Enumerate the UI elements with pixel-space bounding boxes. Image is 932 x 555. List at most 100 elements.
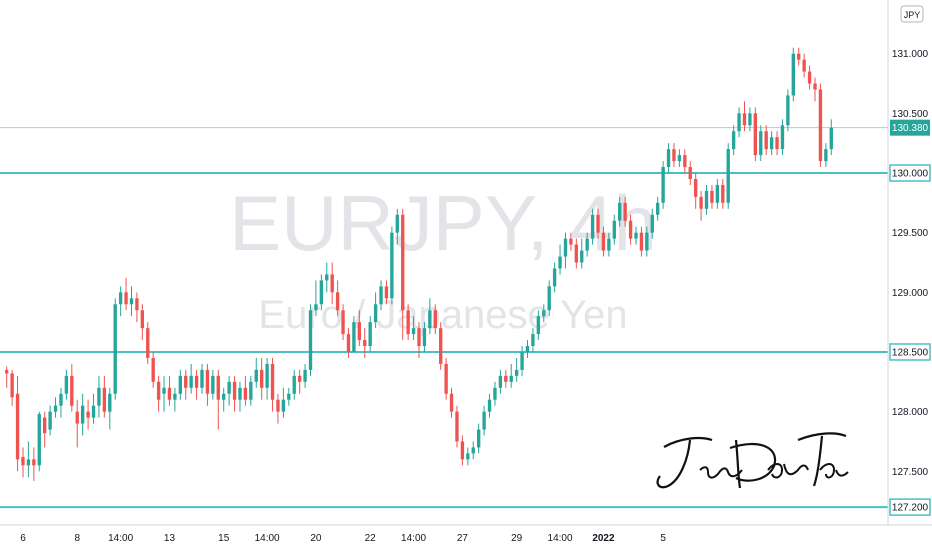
time-tick-label: 5 — [660, 533, 666, 544]
candle-body — [748, 113, 752, 126]
candle — [102, 375, 107, 418]
candle — [178, 369, 182, 400]
candle — [26, 441, 31, 478]
candle-body — [243, 387, 248, 400]
candle — [498, 369, 503, 394]
candle-body — [43, 417, 47, 434]
candle-body — [314, 304, 318, 311]
candle-body — [802, 59, 806, 72]
candle — [368, 316, 372, 352]
candle-body — [37, 414, 41, 466]
candle — [108, 387, 112, 430]
candle-body — [628, 220, 633, 239]
candles — [5, 47, 833, 481]
candle-body — [672, 149, 676, 162]
candle — [363, 328, 367, 358]
candle-body — [829, 127, 833, 150]
candle-body — [645, 232, 649, 251]
candle-body — [303, 369, 307, 382]
candle-body — [341, 310, 345, 335]
candle-body — [493, 387, 497, 400]
signature-image — [656, 432, 849, 489]
candle — [525, 340, 530, 358]
candle — [601, 226, 606, 257]
time-tick-label: 2022 — [592, 533, 615, 544]
candle-body — [384, 286, 389, 299]
candle-body — [32, 459, 36, 466]
candle-body — [693, 178, 698, 197]
candle-body — [59, 393, 63, 406]
candle — [623, 196, 627, 227]
candle — [308, 304, 313, 376]
candle — [677, 149, 682, 168]
candle-body — [346, 334, 351, 352]
candle — [292, 369, 296, 400]
candle — [395, 208, 399, 245]
candle — [373, 292, 378, 329]
candle — [786, 89, 790, 132]
candle-body — [813, 83, 817, 90]
currency-badge[interactable]: JPY — [900, 5, 924, 23]
candle — [270, 357, 275, 412]
candle — [596, 208, 600, 239]
candle — [146, 322, 150, 364]
candle — [433, 304, 437, 335]
candle-body — [780, 125, 785, 150]
candle-body — [211, 375, 215, 394]
price-axis[interactable]: 127.500 128.000 128.500 129.000 129.500 130.0… — [892, 49, 929, 478]
candle-body — [102, 387, 107, 412]
candle-body — [433, 310, 437, 329]
candle — [769, 131, 774, 156]
candle-body — [542, 310, 546, 317]
candle — [590, 208, 595, 245]
candle-body — [449, 393, 454, 412]
candle — [639, 226, 644, 257]
candle — [563, 232, 568, 269]
candle-body — [466, 453, 470, 460]
candle — [618, 196, 622, 227]
candle-body — [162, 387, 166, 394]
candle-body — [146, 328, 150, 358]
candle — [444, 357, 448, 400]
candle — [167, 375, 172, 406]
candle-body — [726, 149, 730, 203]
candle-body — [5, 369, 9, 374]
time-axis[interactable]: 6 8 14:00 13 15 14:00 20 22 14:00 27 29 14:00 2022 5 — [20, 533, 666, 544]
candle-body — [590, 214, 595, 239]
candle — [200, 363, 204, 394]
candle-body — [390, 232, 394, 299]
candle — [645, 226, 649, 257]
time-tick-label: 14:00 — [255, 533, 280, 544]
candle — [547, 280, 551, 317]
candle-body — [254, 369, 258, 382]
candle-body — [113, 304, 117, 394]
candle-body — [297, 375, 302, 382]
candle — [628, 214, 633, 245]
candle-body — [487, 399, 492, 412]
candle — [314, 280, 318, 317]
candle-body — [276, 399, 280, 412]
candle — [482, 405, 486, 436]
candle — [59, 387, 63, 418]
candle — [509, 363, 513, 388]
candle-body — [265, 363, 269, 388]
candle — [151, 351, 155, 388]
candle-body — [48, 411, 52, 430]
candle-body — [216, 375, 220, 400]
candle-body — [238, 387, 242, 400]
candle-body — [428, 310, 432, 329]
candle-body — [118, 292, 123, 305]
candle — [520, 346, 524, 376]
candle-body — [259, 369, 264, 388]
candle — [184, 369, 188, 400]
candle — [797, 47, 801, 66]
candle — [15, 375, 20, 472]
time-tick-label: 14:00 — [548, 533, 573, 544]
watermark-symbol: EURJPY, 4h — [229, 179, 657, 267]
candle-body — [552, 268, 557, 287]
candle-body — [666, 149, 671, 168]
candle — [118, 286, 123, 317]
candle-body — [498, 375, 503, 388]
